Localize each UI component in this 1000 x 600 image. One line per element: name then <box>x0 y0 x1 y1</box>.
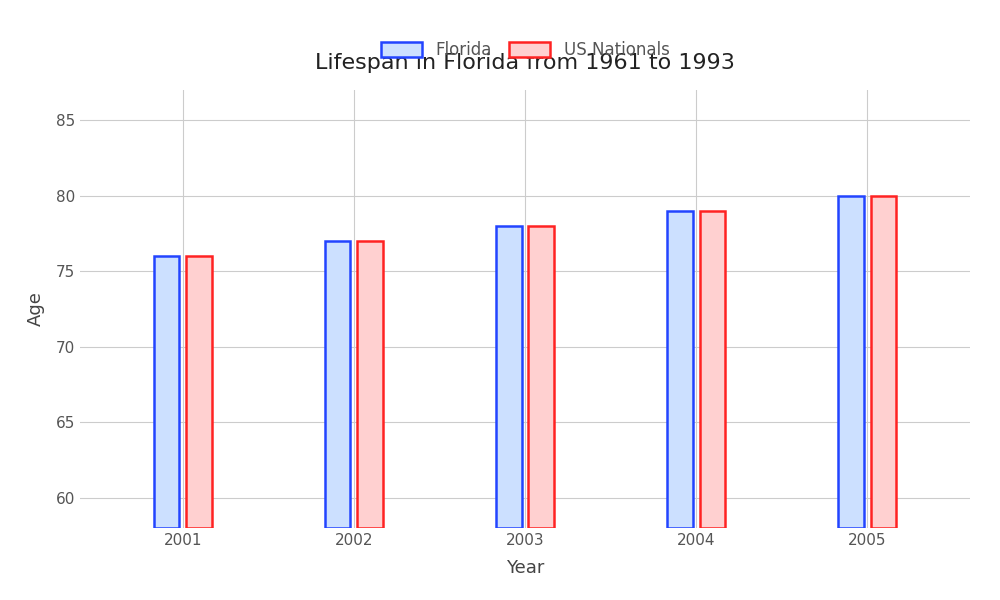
Bar <box>496 226 522 528</box>
Y-axis label: Age: Age <box>27 292 45 326</box>
Bar <box>700 211 725 528</box>
Bar <box>325 241 350 528</box>
Bar <box>838 196 864 528</box>
Bar <box>667 211 693 528</box>
X-axis label: Year: Year <box>506 559 544 577</box>
Legend: Florida, US Nationals: Florida, US Nationals <box>381 41 669 59</box>
Title: Lifespan in Florida from 1961 to 1993: Lifespan in Florida from 1961 to 1993 <box>315 53 735 73</box>
Bar <box>871 196 896 528</box>
Bar <box>528 226 554 528</box>
Bar <box>357 241 383 528</box>
Bar <box>154 256 179 528</box>
Bar <box>186 256 212 528</box>
